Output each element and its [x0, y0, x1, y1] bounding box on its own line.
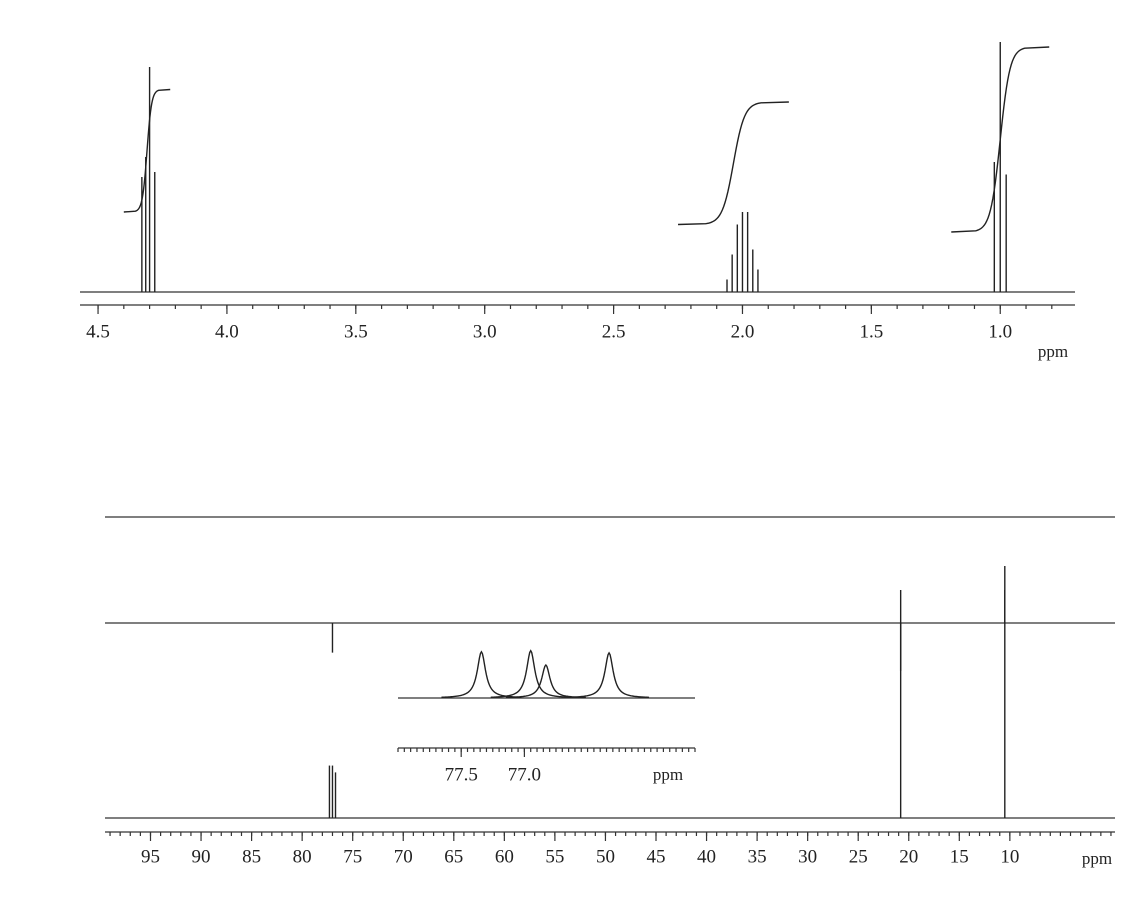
x-tick-label: 25: [849, 846, 868, 867]
x-tick-label: 77.0: [508, 764, 541, 785]
x-tick-label: 3.5: [344, 321, 368, 342]
axis-unit: ppm: [1082, 849, 1112, 868]
peak: [441, 650, 522, 698]
x-tick-label: 40: [697, 846, 716, 867]
integral: [123, 88, 171, 213]
x-tick-label: 1.0: [988, 321, 1012, 342]
x-tick-label: 10: [1000, 846, 1019, 867]
integral: [678, 101, 789, 226]
x-tick-label: 55: [545, 846, 564, 867]
x-tick-label: 4.5: [86, 321, 110, 342]
x-tick-label: 1.5: [859, 321, 883, 342]
x-tick-label: 65: [444, 846, 463, 867]
x-tick-label: 77.5: [445, 764, 478, 785]
x-tick-label: 80: [293, 846, 312, 867]
x-tick-label: 75: [343, 846, 362, 867]
x-tick-label: 3.0: [473, 321, 497, 342]
x-tick-label: 30: [798, 846, 817, 867]
x-tick-label: 15: [950, 846, 969, 867]
peak: [490, 649, 571, 698]
x-tick-label: 95: [141, 846, 160, 867]
x-tick-label: 60: [495, 846, 514, 867]
peak: [569, 651, 650, 699]
axis-unit: ppm: [653, 765, 683, 784]
x-tick-label: 35: [748, 846, 767, 867]
x-tick-label: 45: [647, 846, 666, 867]
x-tick-label: 2.5: [602, 321, 626, 342]
x-tick-label: 20: [899, 846, 918, 867]
integral: [951, 46, 1050, 233]
x-tick-label: 70: [394, 846, 413, 867]
x-tick-label: 90: [192, 846, 211, 867]
axis-unit: ppm: [1038, 342, 1068, 361]
x-tick-label: 85: [242, 846, 261, 867]
x-tick-label: 2.0: [731, 321, 755, 342]
x-tick-label: 50: [596, 846, 615, 867]
x-tick-label: 4.0: [215, 321, 239, 342]
